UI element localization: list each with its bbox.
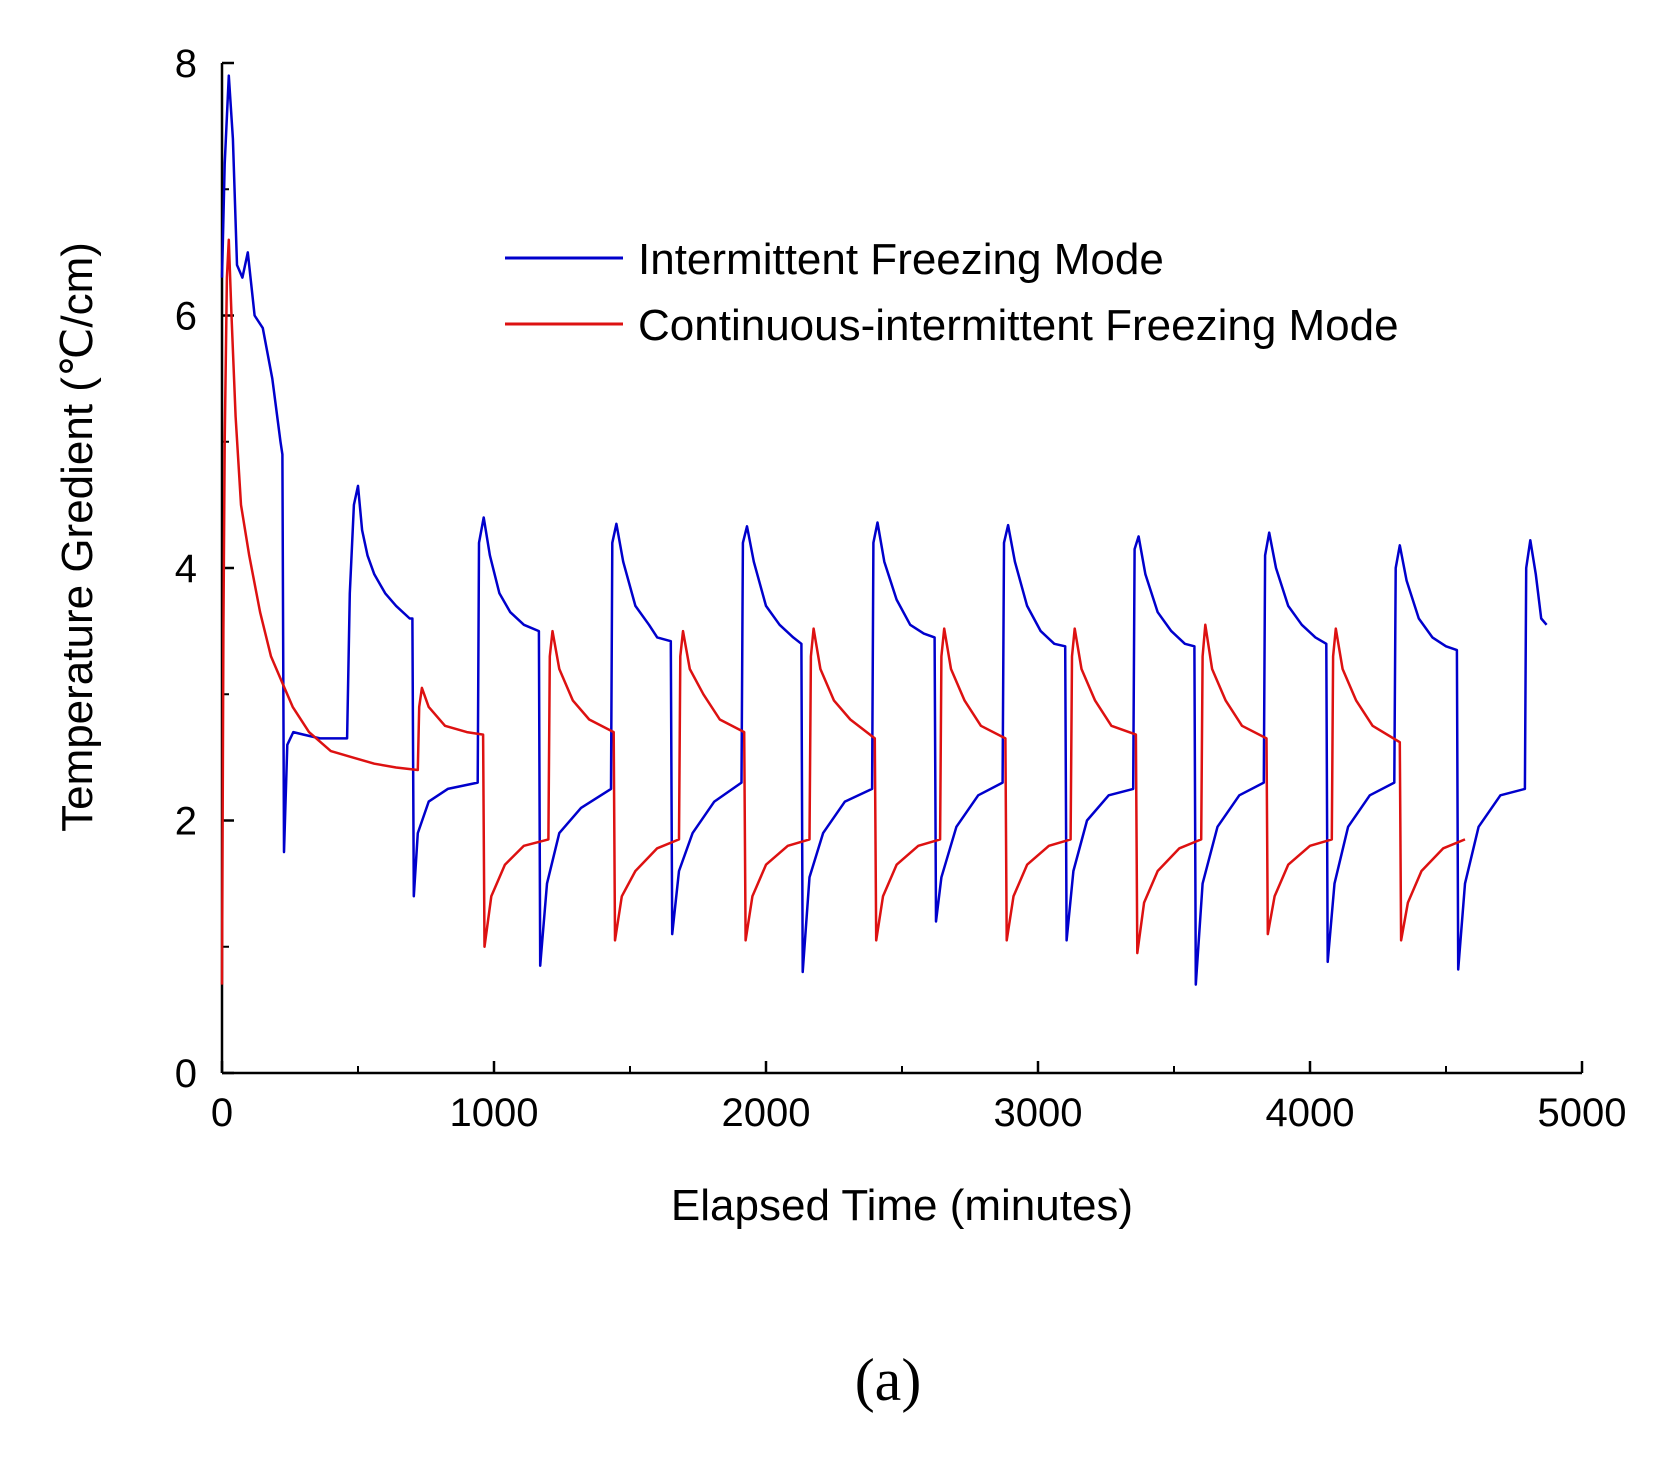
legend-label-intermittent: Intermittent Freezing Mode (638, 235, 1164, 284)
legend-label-continuous-intermittent: Continuous-intermittent Freezing Mode (638, 301, 1399, 350)
x-tick-label: 0 (211, 1091, 233, 1135)
y-tick-label: 8 (175, 42, 197, 86)
y-tick-label: 4 (175, 547, 197, 591)
x-tick-label: 3000 (994, 1091, 1083, 1135)
legend: Intermittent Freezing Mode Continuous-int… (505, 235, 1399, 350)
y-tick-label: 6 (175, 295, 197, 339)
x-tick-label: 4000 (1266, 1091, 1355, 1135)
panel-label: (a) (855, 1347, 922, 1413)
series-line-intermittent (220, 74, 1548, 986)
x-tick-label: 1000 (450, 1091, 539, 1135)
series-lines (220, 74, 1548, 986)
y-tick-label: 2 (175, 800, 197, 844)
x-axis-title: Elapsed Time (minutes) (671, 1181, 1133, 1230)
x-tick-label: 5000 (1538, 1091, 1627, 1135)
y-axis-title: Temperature Gredient (℃/cm) (53, 242, 102, 832)
series-line-continuous-intermittent (220, 238, 1466, 985)
y-tick-label: 0 (175, 1052, 197, 1096)
axes: 0 1000 2000 3000 4000 5000 0 2 4 6 8 (175, 42, 1627, 1135)
x-tick-label: 2000 (722, 1091, 811, 1135)
